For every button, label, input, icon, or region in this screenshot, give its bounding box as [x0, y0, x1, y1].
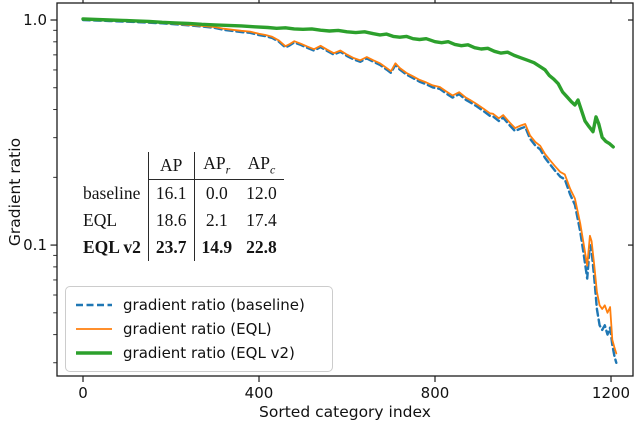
y-tick-label: 1.0 — [23, 11, 47, 29]
legend-item-baseline: gradient ratio (baseline) — [74, 293, 322, 317]
table-row-eqlv2: EQL v2 23.7 14.9 22.8 — [76, 234, 284, 261]
cell-apc: 17.4 — [246, 210, 277, 230]
x-tick-label: 400 — [245, 384, 274, 402]
legend-box: gradient ratio (baseline) gradient ratio… — [65, 286, 333, 372]
legend-item-eql: gradient ratio (EQL) — [74, 317, 322, 341]
cell-apr: 0.0 — [193, 179, 240, 207]
x-tick-label: 0 — [78, 384, 88, 402]
legend-line-eql-icon — [76, 328, 112, 330]
row-label: EQL v2 — [83, 237, 141, 257]
x-axis-label: Sorted category index — [259, 403, 431, 421]
legend-item-eqlv2: gradient ratio (EQL v2) — [74, 341, 322, 365]
cell-apr: 14.9 — [193, 234, 240, 261]
cell-apc: 12.0 — [246, 183, 277, 203]
y-tick-label: 0.1 — [23, 236, 47, 254]
series-line-gradient-ratio-eql- — [82, 18, 618, 355]
legend-line-baseline-icon — [76, 303, 112, 307]
y-axis-label: Gradient ratio — [6, 137, 24, 247]
table-row-eql: EQL 18.6 2.1 17.4 — [76, 207, 284, 234]
x-tick-label: 1200 — [592, 384, 630, 402]
table-header-row: AP APr APc — [76, 152, 284, 180]
row-label: EQL — [83, 210, 118, 230]
table-header-apc: APc — [239, 152, 284, 180]
series-line-gradient-ratio-baseline- — [81, 18, 618, 364]
cell-ap: 23.7 — [147, 234, 194, 261]
x-tick-label: 800 — [421, 384, 450, 402]
legend-label: gradient ratio (EQL) — [123, 320, 272, 338]
series-line-gradient-ratio-eql-v2- — [81, 17, 615, 149]
table-header-ap: AP — [147, 152, 194, 180]
table-header-blank — [76, 152, 148, 180]
cell-apr: 2.1 — [193, 207, 240, 234]
cell-ap: 16.1 — [147, 179, 194, 207]
legend-label: gradient ratio (baseline) — [123, 296, 305, 314]
ap-results-table: AP APr APc baseline 16.1 0.0 12.0 EQL 18… — [76, 152, 284, 261]
legend-label: gradient ratio (EQL v2) — [123, 344, 295, 362]
row-label: baseline — [83, 182, 141, 203]
legend-line-eqlv2-icon — [76, 351, 112, 355]
cell-ap: 18.6 — [147, 207, 194, 234]
table-row-baseline: baseline 16.1 0.0 12.0 — [76, 179, 284, 207]
table-header-apr: APr — [193, 152, 240, 180]
cell-apc: 22.8 — [246, 237, 277, 257]
